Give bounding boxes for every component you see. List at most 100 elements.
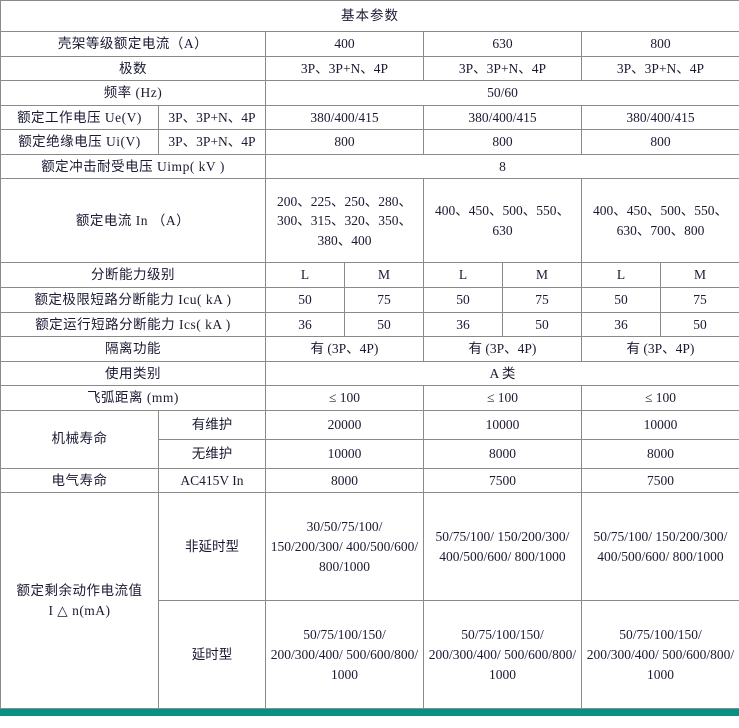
table-row-usage-category: 使用类别 A 类 — [0, 360, 739, 387]
cell-icu-400-l: 50 — [265, 286, 345, 313]
row-sublabel-delay: 延时型 — [158, 600, 266, 710]
row-label-breaking-class: 分断能力级别 — [0, 262, 266, 288]
residual-current-label-line2: I △ n(mA) — [48, 602, 111, 618]
row-label-usage-category: 使用类别 — [0, 360, 266, 387]
cell-ics-630-m: 50 — [502, 311, 582, 338]
cell-ics-800-m: 50 — [660, 311, 739, 338]
cell-breaking-class-400-l: L — [265, 262, 345, 288]
table-row-breaking-class: 分断能力级别 L M L M L M — [0, 262, 739, 288]
table-row-frame-current: 壳架等级额定电流（A） 400 630 800 — [0, 31, 739, 57]
table-row-arc-distance: 飞弧距离 (mm) ≤ 100 ≤ 100 ≤ 100 — [0, 385, 739, 411]
row-sublabel-unmaintained: 无维护 — [158, 438, 266, 469]
cell-rated-current-630: 400、450、500、550、630 — [423, 178, 582, 264]
cell-electrical-life-630: 7500 — [423, 467, 582, 494]
table-row-isolation: 隔离功能 有 (3P、4P) 有 (3P、4P) 有 (3P、4P) — [0, 336, 739, 362]
cell-poles-800: 3P、3P+N、4P — [581, 55, 739, 82]
row-sublabel-electrical-life: AC415V In — [158, 467, 266, 494]
row-label-isolation: 隔离功能 — [0, 336, 266, 362]
cell-working-voltage-630: 380/400/415 — [423, 104, 582, 131]
cell-icu-800-m: 75 — [660, 286, 739, 313]
table-row-title: 基本参数 — [0, 0, 739, 32]
cell-icu-630-m: 75 — [502, 286, 582, 313]
cell-ics-400-m: 50 — [344, 311, 424, 338]
cell-icu-630-l: 50 — [423, 286, 503, 313]
cell-insulation-voltage-800: 800 — [581, 129, 739, 155]
row-label-working-voltage: 额定工作电压 Ue(V) — [0, 104, 159, 131]
table-row-icu: 额定极限短路分断能力 Icu( kA ) 50 75 50 75 50 75 — [0, 286, 739, 313]
row-label-icu: 额定极限短路分断能力 Icu( kA ) — [0, 286, 266, 313]
cell-frame-current-630: 630 — [423, 31, 582, 57]
row-label-electrical-life: 电气寿命 — [0, 467, 159, 494]
cell-insulation-voltage-630: 800 — [423, 129, 582, 155]
cell-rated-current-800: 400、450、500、550、630、700、800 — [581, 178, 739, 264]
cell-maintained-800: 10000 — [581, 409, 739, 440]
cell-arc-distance-800: ≤ 100 — [581, 385, 739, 411]
row-label-residual-current: 额定剩余动作电流值 I △ n(mA) — [0, 492, 159, 710]
table-row-mechanical-life-unmaintained: 无维护 10000 8000 8000 — [1, 438, 739, 469]
cell-delay-630: 50/75/100/150/ 200/300/400/ 500/600/800/… — [423, 600, 582, 710]
table-title: 基本参数 — [0, 0, 739, 32]
cell-frame-current-400: 400 — [265, 31, 424, 57]
residual-current-label-line1: 额定剩余动作电流值 — [16, 583, 143, 599]
table-row-ics: 额定运行短路分断能力 Ics( kA ) 36 50 36 50 36 50 — [0, 311, 739, 338]
cell-ics-630-l: 36 — [423, 311, 503, 338]
cell-breaking-class-630-m: M — [502, 262, 582, 288]
cell-non-delay-800: 50/75/100/ 150/200/300/ 400/500/600/ 800… — [581, 492, 739, 602]
cell-rated-current-400: 200、225、250、280、300、315、320、350、380、400 — [265, 178, 424, 264]
cell-breaking-class-800-l: L — [581, 262, 661, 288]
cell-maintained-400: 20000 — [265, 409, 424, 440]
cell-breaking-class-630-l: L — [423, 262, 503, 288]
row-label-insulation-voltage: 额定绝缘电压 Ui(V) — [0, 129, 159, 155]
table-row-residual-current-non-delay: 额定剩余动作电流值 I △ n(mA) 非延时型 30/50/75/100/ 1… — [0, 492, 739, 710]
table-row-electrical-life: 电气寿命 AC415V In 8000 7500 7500 — [0, 467, 739, 494]
cell-icu-400-m: 75 — [344, 286, 424, 313]
cell-electrical-life-400: 8000 — [265, 467, 424, 494]
cell-breaking-class-400-m: M — [344, 262, 424, 288]
row-label-poles: 极数 — [0, 55, 266, 82]
row-label-arc-distance: 飞弧距离 (mm) — [0, 385, 266, 411]
cell-isolation-400: 有 (3P、4P) — [265, 336, 424, 362]
cell-impulse-voltage-all: 8 — [265, 153, 739, 180]
cell-delay-400: 50/75/100/150/ 200/300/400/ 500/600/800/… — [265, 600, 424, 710]
table-row-frequency: 频率 (Hz) 50/60 — [0, 80, 739, 106]
row-sublabel-non-delay: 非延时型 — [158, 492, 266, 602]
bottom-accent-strip — [0, 709, 739, 717]
cell-electrical-life-800: 7500 — [581, 467, 739, 494]
cell-unmaintained-800: 8000 — [581, 438, 739, 469]
cell-poles-400: 3P、3P+N、4P — [265, 55, 424, 82]
cell-working-voltage-400: 380/400/415 — [265, 104, 424, 131]
cell-maintained-630: 10000 — [423, 409, 582, 440]
cell-poles-630: 3P、3P+N、4P — [423, 55, 582, 82]
cell-arc-distance-630: ≤ 100 — [423, 385, 582, 411]
row-label-ics: 额定运行短路分断能力 Ics( kA ) — [0, 311, 266, 338]
row-label-mechanical-life: 机械寿命 — [0, 409, 159, 469]
cell-isolation-800: 有 (3P、4P) — [581, 336, 739, 362]
cell-working-voltage-800: 380/400/415 — [581, 104, 739, 131]
table-row-poles: 极数 3P、3P+N、4P 3P、3P+N、4P 3P、3P+N、4P — [0, 55, 739, 82]
cell-isolation-630: 有 (3P、4P) — [423, 336, 582, 362]
cell-ics-800-l: 36 — [581, 311, 661, 338]
cell-non-delay-630: 50/75/100/ 150/200/300/ 400/500/600/ 800… — [423, 492, 582, 602]
row-label-impulse-voltage: 额定冲击耐受电压 Uimp( kV ) — [0, 153, 266, 180]
cell-breaking-class-800-m: M — [660, 262, 739, 288]
row-label-frequency: 频率 (Hz) — [0, 80, 266, 106]
cell-unmaintained-630: 8000 — [423, 438, 582, 469]
row-label-rated-current: 额定电流 In （A） — [0, 178, 266, 264]
row-label-frame-current: 壳架等级额定电流（A） — [0, 31, 266, 57]
cell-icu-800-l: 50 — [581, 286, 661, 313]
cell-delay-800: 50/75/100/150/ 200/300/400/ 500/600/800/… — [581, 600, 739, 710]
table-row-mechanical-life-maintained: 机械寿命 有维护 20000 10000 10000 — [0, 409, 739, 469]
cell-ics-400-l: 36 — [265, 311, 345, 338]
table-row-rated-current: 额定电流 In （A） 200、225、250、280、300、315、320、… — [0, 178, 739, 264]
row-sublabel-insulation-voltage: 3P、3P+N、4P — [158, 129, 266, 155]
row-sublabel-working-voltage: 3P、3P+N、4P — [158, 104, 266, 131]
cell-non-delay-400: 30/50/75/100/ 150/200/300/ 400/500/600/ … — [265, 492, 424, 602]
table-row-impulse-voltage: 额定冲击耐受电压 Uimp( kV ) 8 — [0, 153, 739, 180]
cell-arc-distance-400: ≤ 100 — [265, 385, 424, 411]
table-row-insulation-voltage: 额定绝缘电压 Ui(V) 3P、3P+N、4P 800 800 800 — [0, 129, 739, 155]
cell-frequency-all: 50/60 — [265, 80, 739, 106]
cell-insulation-voltage-400: 800 — [265, 129, 424, 155]
row-sublabel-maintained: 有维护 — [158, 409, 266, 440]
table-row-residual-current-delay: 延时型 50/75/100/150/ 200/300/400/ 500/600/… — [1, 600, 739, 710]
table-row-working-voltage: 额定工作电压 Ue(V) 3P、3P+N、4P 380/400/415 380/… — [0, 104, 739, 131]
